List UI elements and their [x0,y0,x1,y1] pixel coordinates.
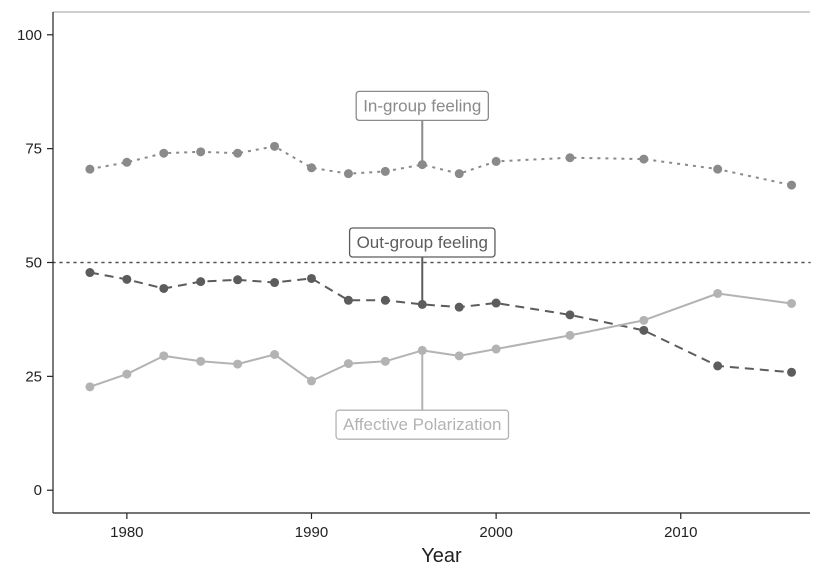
series-1-point [85,268,95,278]
series-0-point [233,148,243,158]
series-0-point [639,154,649,164]
y-tick-label: 75 [25,141,42,158]
series-2-point [491,344,501,354]
annotation-box [348,227,496,258]
series-0-point [713,164,723,174]
series-2-point [306,376,316,386]
annotation-2: Affective Polarization [335,350,510,440]
series-2-point [343,359,353,369]
y-tick-label: 0 [34,482,42,499]
annotation-0: In-group feeling [355,90,489,165]
x-tick-label: 2010 [664,524,697,541]
series-2-point [159,351,169,361]
x-tick-label: 2000 [479,524,512,541]
series-0-point [454,169,464,179]
series-line-0 [89,145,792,187]
y-tick-label: 25 [25,368,42,385]
series-line-2 [89,292,792,388]
series-1-point [639,325,649,335]
series-0-point [270,141,280,151]
annotation-label: In-group feeling [363,96,481,115]
series-2-point [196,356,206,366]
series-1-point [713,361,723,371]
annotation-box [355,90,489,122]
x-tick-label: 1980 [110,524,143,541]
series-2-point [270,350,280,360]
series-1-point [454,302,464,312]
series-1-point [233,275,243,285]
series-1-point [306,273,316,283]
series-1-point [159,283,169,293]
annotation-label: Out-group feeling [357,233,488,252]
annotation-1: Out-group feeling [348,227,496,305]
axes-layer: 0 25 50 75 100 1980 1990 2000 2010 [17,11,810,541]
series-1-point [787,367,797,377]
series-0-point [122,157,132,167]
series-0-point [491,156,501,166]
series-0-point [565,153,575,163]
series-lines-layer [89,145,792,388]
y-tick-label: 100 [17,27,42,44]
series-2-point [565,330,575,340]
series-1-point [122,274,132,284]
series-line-1 [89,271,792,374]
series-1-point [491,298,501,308]
annotation-label: Affective Polarization [343,415,501,434]
series-1-point [565,310,575,320]
series-2-point [233,359,243,369]
y-tick-label: 50 [25,255,42,272]
series-1-point [196,277,206,287]
series-0-point [159,148,169,158]
series-2-point [85,382,95,392]
series-0-point [306,163,316,173]
series-0-point [787,180,797,190]
series-0-point [343,169,353,179]
series-1-point [270,278,280,288]
series-2-point [787,298,797,308]
series-1-point [380,295,390,305]
annotation-box [335,409,510,440]
series-points-layer [85,141,797,392]
x-axis-title: Year [421,545,462,567]
series-0-point [380,166,390,176]
x-tick-label: 1990 [295,524,328,541]
series-2-point [639,315,649,325]
annotations-layer: In-group feeling Out-group feeling Affecti… [335,90,510,440]
series-0-point [85,164,95,174]
series-1-point [343,295,353,305]
series-2-point [122,369,132,379]
series-2-point [454,351,464,361]
series-2-point [713,288,723,298]
series-0-point [196,147,206,157]
series-2-point [380,356,390,366]
